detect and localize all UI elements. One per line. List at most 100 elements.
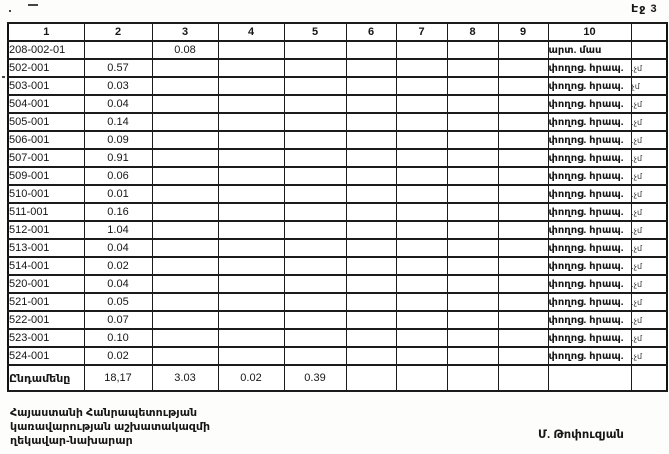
cell-empty (446, 148, 499, 168)
cell-empty (151, 94, 219, 114)
cell-empty (345, 112, 397, 132)
cell-empty (395, 346, 448, 366)
cell-empty (497, 238, 549, 258)
margin-note: .չմ (630, 166, 668, 186)
cell-empty (446, 238, 499, 258)
cell-code: 521-001 (7, 292, 85, 312)
cell-code: 514-001 (7, 256, 85, 276)
cell-category: փողոց. հրապ. (547, 202, 632, 222)
cell-category: փողոց. հրապ. (547, 274, 632, 294)
cell-code: 512-001 (7, 220, 85, 240)
cell-category: փողոց. հրապ. (547, 346, 632, 366)
cell-empty (345, 256, 397, 276)
cell-empty (446, 94, 499, 114)
column-header: 1 (7, 22, 85, 42)
cell-empty (217, 310, 285, 330)
cell-value: 0.10 (83, 328, 153, 348)
cell-empty (283, 202, 347, 222)
cell-empty (345, 238, 397, 258)
cell-empty (395, 94, 448, 114)
cell-empty (151, 346, 219, 366)
signature-name: Մ. Թոփուզյան (538, 429, 624, 441)
cell-empty (446, 256, 499, 276)
margin-note: չմ (630, 76, 668, 96)
margin-note: .չմ (630, 58, 668, 78)
cell-category: փողոց. հրապ. (547, 58, 632, 78)
cell-empty (283, 148, 347, 168)
cell-empty (345, 202, 397, 222)
cell-empty (151, 220, 219, 240)
total-value: 0.39 (283, 364, 347, 392)
cell-empty (446, 40, 499, 60)
cell-empty (283, 58, 347, 78)
column-header: 8 (446, 22, 499, 42)
cell-empty (283, 328, 347, 348)
cell-code: 523-001 (7, 328, 85, 348)
table-header-row: 1 2 3 4 5 6 7 8 9 10 (7, 22, 668, 42)
cell-empty (217, 40, 285, 60)
cell-empty (497, 148, 549, 168)
cell-empty (345, 346, 397, 366)
cell-category: փողոց. հրապ. (547, 148, 632, 168)
cell-empty (345, 274, 397, 294)
table-row: 504-001 0.04 փողոց. հրապ. .չմ (7, 94, 668, 114)
margin-note: .չմ (630, 184, 668, 204)
cell-empty (345, 220, 397, 240)
issuer-line: կառավարության աշխատակազմի (10, 421, 211, 433)
cell-empty (446, 58, 499, 78)
table-row: 513-001 0.04 փողոց. հրապ. .չմ (7, 238, 668, 258)
cell-value: 0.02 (83, 346, 153, 366)
cell-empty (630, 22, 668, 42)
data-table: 1 2 3 4 5 6 7 8 9 10 208-002-01 0.08 արտ. մաս 502-00… (7, 22, 668, 392)
cell-empty (497, 274, 549, 294)
cell-empty (345, 364, 397, 392)
cell-empty (446, 184, 499, 204)
table-row: 523-001 0.10 փողոց. հրապ. .չմ (7, 328, 668, 348)
margin-note: .չմ (630, 238, 668, 258)
cell-empty (446, 76, 499, 96)
cell-empty (395, 76, 448, 96)
cell-empty (497, 58, 549, 78)
table-row: 503-001 0.03 փողոց. հրապ. չմ (7, 76, 668, 96)
cell-empty (395, 310, 448, 330)
cell-category: փողոց. հրապ. (547, 256, 632, 276)
total-value: 0.02 (217, 364, 285, 392)
table-row: 208-002-01 0.08 արտ. մաս (7, 40, 668, 60)
cell-empty (395, 238, 448, 258)
table-row: 510-001 0.01 փողոց. հրապ. .չմ (7, 184, 668, 204)
margin-note: .չմ (630, 292, 668, 312)
page-number-label: Էջ 3 (631, 3, 658, 15)
cell-category: արտ. մաս (547, 40, 632, 60)
cell-empty (497, 346, 549, 366)
cell-code: 502-001 (7, 58, 85, 78)
table-row: 506-001 0.09 փողոց. հրապ. .չմ (7, 130, 668, 150)
cell-empty (217, 202, 285, 222)
cell-empty (497, 130, 549, 150)
cell-empty (217, 256, 285, 276)
cell-empty (497, 76, 549, 96)
cell-empty (151, 202, 219, 222)
cell-empty (83, 40, 153, 60)
scan-artifact (9, 10, 11, 12)
total-label: Ընդամենը (7, 364, 85, 392)
cell-empty (345, 184, 397, 204)
cell-value: 0.04 (83, 238, 153, 258)
cell-empty (217, 184, 285, 204)
cell-empty (497, 40, 549, 60)
cell-empty (151, 112, 219, 132)
table-row: 509-001 0.06 փողոց. հրապ. .չմ (7, 166, 668, 186)
cell-empty (547, 364, 632, 392)
cell-empty (283, 310, 347, 330)
cell-empty (283, 274, 347, 294)
total-value: 3.03 (151, 364, 219, 392)
cell-empty (151, 130, 219, 150)
margin-note: .չմ (630, 310, 668, 330)
cell-empty (395, 130, 448, 150)
cell-empty (151, 256, 219, 276)
cell-empty (283, 112, 347, 132)
cell-empty (497, 328, 549, 348)
cell-empty (497, 220, 549, 240)
cell-empty (283, 256, 347, 276)
cell-code: 522-001 (7, 310, 85, 330)
